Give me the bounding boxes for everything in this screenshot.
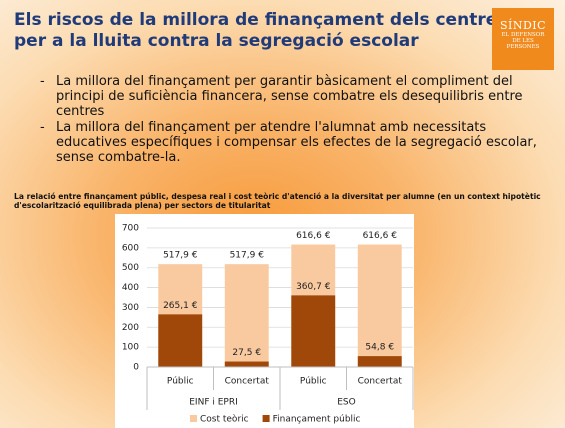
bullet: La millora del finançament per atendre l… — [40, 120, 560, 165]
data-label: 265,1 € — [163, 301, 198, 311]
y-tick-label: 700 — [122, 224, 139, 234]
legend-label: Cost teòric — [200, 414, 249, 425]
bullet: La millora del finançament per garantir … — [40, 74, 560, 119]
y-tick-label: 300 — [122, 303, 139, 313]
data-label: 27,5 € — [232, 348, 261, 358]
data-label: 360,7 € — [296, 282, 331, 292]
x-tick-label: Concertat — [358, 377, 403, 387]
bar — [357, 356, 402, 367]
x-tick-label: Concertat — [225, 377, 270, 387]
data-label: 517,9 € — [163, 251, 198, 261]
logo-text: PERSONES — [506, 44, 540, 50]
x-tick-label: Públic — [167, 377, 194, 387]
y-tick-label: 600 — [122, 243, 139, 253]
bar — [291, 295, 336, 367]
slide-title: Els riscos de la millora de finançament … — [14, 10, 507, 52]
logo-text: SÍNDIC — [499, 19, 547, 32]
y-tick-label: 0 — [133, 363, 139, 373]
data-label: 517,9 € — [230, 251, 265, 261]
bar — [158, 314, 203, 367]
bar — [224, 264, 269, 367]
y-tick-label: 200 — [122, 323, 139, 333]
x-tick-label: Públic — [300, 377, 327, 387]
title-line: Els riscos de la millora de finançament … — [14, 10, 508, 30]
bar — [224, 361, 269, 367]
data-label: 616,6 € — [363, 231, 398, 241]
logo-text: DE LES — [512, 38, 534, 44]
group-label: EINF i EPRI — [189, 398, 238, 408]
logo-text: EL DEFENSOR — [501, 32, 545, 38]
y-tick-label: 100 — [122, 343, 139, 353]
bar — [357, 244, 402, 367]
y-tick-label: 500 — [122, 263, 139, 273]
legend-swatch — [190, 415, 197, 422]
chart-title: La relació entre finançament públic, des… — [14, 192, 541, 210]
group-label: ESO — [337, 398, 355, 408]
bullet-list: La millora del finançament per garantir … — [40, 74, 560, 166]
data-label: 616,6 € — [296, 231, 331, 241]
legend-swatch — [262, 415, 270, 422]
data-label: 54,8 € — [365, 343, 394, 353]
y-tick-label: 400 — [122, 283, 139, 293]
logo: SÍNDIC EL DEFENSOR DE LES PERSONES — [492, 8, 554, 70]
legend-label: Finançament públic — [273, 415, 361, 425]
title-line: per a la lluita contra la segregació esc… — [14, 31, 419, 51]
